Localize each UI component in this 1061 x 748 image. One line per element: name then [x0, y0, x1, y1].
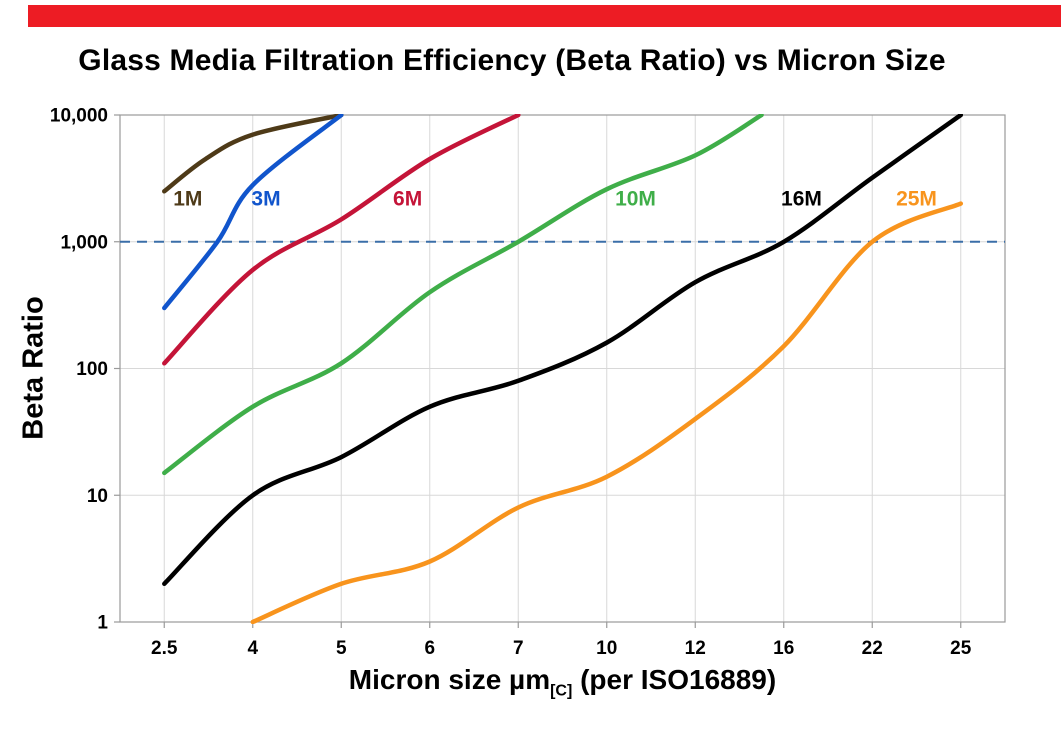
chart-title: Glass Media Filtration Efficiency (Beta …: [78, 44, 946, 77]
x-tick-label: 6: [424, 638, 435, 659]
y-tick-label: 1,000: [60, 232, 108, 253]
series-label-3M: 3M: [251, 187, 280, 210]
x-axis-title-rest: (per ISO16889): [572, 664, 777, 695]
x-tick-label: 22: [862, 638, 883, 659]
series-curve-16M: [162, 114, 964, 587]
y-tick-label: 10,000: [50, 106, 108, 127]
x-axis-title-main: Micron size µm: [348, 664, 551, 695]
x-tick-label: 16: [773, 638, 794, 659]
series-label-1M: 1M: [173, 187, 202, 210]
x-tick-label: 7: [513, 638, 524, 659]
y-axis-title: Beta Ratio: [17, 296, 50, 440]
x-tick-label: 10: [596, 638, 617, 659]
x-tick-label: 5: [336, 638, 347, 659]
y-tick-label: 10: [87, 486, 108, 507]
y-tick-label: 1: [97, 613, 108, 634]
series-label-10M: 10M: [615, 187, 656, 210]
series-label-16M: 16M: [781, 187, 822, 210]
x-tick-label: 25: [950, 638, 972, 659]
series-curve-25M: [250, 201, 964, 624]
series-curve-10M: [162, 114, 764, 476]
x-tick-label: 2.5: [151, 638, 178, 659]
x-axis-title-subscript: [C]: [550, 682, 573, 700]
series-curve-3M: [162, 114, 344, 311]
series-curve-1M: [162, 114, 344, 194]
x-tick-label: 4: [247, 638, 258, 659]
series-label-6M: 6M: [393, 187, 422, 210]
series-label-25M: 25M: [896, 187, 937, 210]
series-curve-6M: [162, 114, 521, 366]
x-axis-title: Micron size µm[C] (per ISO16889): [120, 664, 1005, 701]
top-accent-bar: [28, 5, 1061, 27]
x-tick-label: 12: [685, 638, 706, 659]
y-tick-label: 100: [76, 359, 108, 380]
